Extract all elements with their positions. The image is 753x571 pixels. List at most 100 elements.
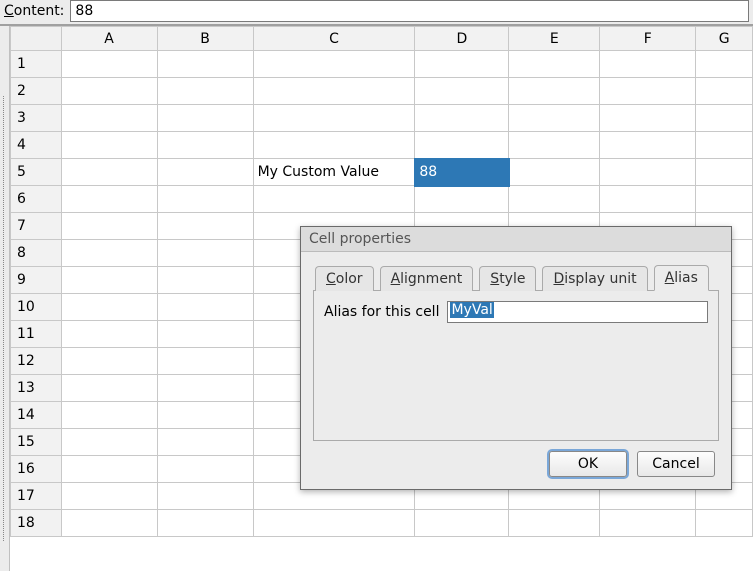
row-header[interactable]: 18 <box>11 510 62 537</box>
cell[interactable] <box>509 51 600 78</box>
cell[interactable] <box>415 78 509 105</box>
cell[interactable] <box>157 429 253 456</box>
cell[interactable] <box>61 186 157 213</box>
cell[interactable] <box>600 132 696 159</box>
cell[interactable] <box>61 132 157 159</box>
column-header[interactable]: C <box>253 27 415 51</box>
cell[interactable] <box>509 159 600 186</box>
cell[interactable] <box>600 159 696 186</box>
column-header[interactable]: B <box>157 27 253 51</box>
cell[interactable] <box>157 78 253 105</box>
row-header[interactable]: 2 <box>11 78 62 105</box>
cell[interactable] <box>157 267 253 294</box>
cell[interactable] <box>600 51 696 78</box>
cell[interactable] <box>696 510 753 537</box>
cell[interactable] <box>509 105 600 132</box>
cell[interactable]: My Custom Value <box>253 159 415 186</box>
cell[interactable] <box>157 321 253 348</box>
row-header[interactable]: 15 <box>11 429 62 456</box>
cell[interactable] <box>415 186 509 213</box>
row-header[interactable]: 10 <box>11 294 62 321</box>
cell[interactable] <box>696 105 753 132</box>
cell[interactable] <box>157 348 253 375</box>
row-header[interactable]: 17 <box>11 483 62 510</box>
cell[interactable] <box>157 510 253 537</box>
cell[interactable] <box>253 105 415 132</box>
row-header[interactable]: 16 <box>11 456 62 483</box>
row-header[interactable]: 14 <box>11 402 62 429</box>
cell[interactable] <box>157 294 253 321</box>
cell[interactable] <box>157 159 253 186</box>
cell[interactable] <box>61 51 157 78</box>
cell[interactable] <box>696 78 753 105</box>
row-header[interactable]: 12 <box>11 348 62 375</box>
tab-style[interactable]: Style <box>479 266 536 291</box>
column-header[interactable]: G <box>696 27 753 51</box>
cell[interactable]: 88 <box>415 159 509 186</box>
column-header[interactable]: F <box>600 27 696 51</box>
cell[interactable] <box>61 159 157 186</box>
cell[interactable] <box>509 78 600 105</box>
cell[interactable] <box>61 240 157 267</box>
cell[interactable] <box>157 132 253 159</box>
cell[interactable] <box>61 510 157 537</box>
cell[interactable] <box>61 321 157 348</box>
row-header[interactable]: 1 <box>11 51 62 78</box>
row-header[interactable]: 5 <box>11 159 62 186</box>
row-header[interactable]: 11 <box>11 321 62 348</box>
cell[interactable] <box>157 402 253 429</box>
ok-button[interactable]: OK <box>549 451 627 477</box>
row-header[interactable]: 7 <box>11 213 62 240</box>
tab-alias[interactable]: Alias <box>654 265 709 291</box>
cell[interactable] <box>509 132 600 159</box>
cell[interactable] <box>157 240 253 267</box>
cell[interactable] <box>61 213 157 240</box>
cell[interactable] <box>61 375 157 402</box>
cell[interactable] <box>509 186 600 213</box>
cell[interactable] <box>253 78 415 105</box>
cell[interactable] <box>157 213 253 240</box>
column-header[interactable]: D <box>415 27 509 51</box>
alias-input[interactable]: MyVal <box>447 301 708 323</box>
cell[interactable] <box>61 267 157 294</box>
cell[interactable] <box>157 456 253 483</box>
cell[interactable] <box>157 375 253 402</box>
cell[interactable] <box>600 186 696 213</box>
cell[interactable] <box>415 105 509 132</box>
cell[interactable] <box>157 105 253 132</box>
cell[interactable] <box>509 510 600 537</box>
row-header[interactable]: 9 <box>11 267 62 294</box>
row-header[interactable]: 3 <box>11 105 62 132</box>
cell[interactable] <box>61 78 157 105</box>
cell[interactable] <box>253 186 415 213</box>
tab-display[interactable]: Display unit <box>542 266 647 291</box>
cell[interactable] <box>253 51 415 78</box>
tab-color[interactable]: Color <box>315 266 374 291</box>
cell[interactable] <box>600 78 696 105</box>
cell[interactable] <box>415 132 509 159</box>
cell[interactable] <box>61 105 157 132</box>
cell[interactable] <box>253 132 415 159</box>
cell[interactable] <box>415 51 509 78</box>
cell[interactable] <box>600 105 696 132</box>
column-header[interactable]: A <box>61 27 157 51</box>
cell[interactable] <box>157 186 253 213</box>
cell[interactable] <box>696 132 753 159</box>
cell[interactable] <box>600 510 696 537</box>
cell[interactable] <box>696 51 753 78</box>
tab-align[interactable]: Alignment <box>380 266 474 291</box>
column-header[interactable]: E <box>509 27 600 51</box>
cell[interactable] <box>253 510 415 537</box>
row-header[interactable]: 8 <box>11 240 62 267</box>
cell[interactable] <box>696 186 753 213</box>
cell[interactable] <box>61 483 157 510</box>
cell[interactable] <box>61 456 157 483</box>
content-input[interactable] <box>70 0 749 22</box>
row-header[interactable]: 13 <box>11 375 62 402</box>
row-header[interactable]: 6 <box>11 186 62 213</box>
cell[interactable] <box>61 294 157 321</box>
cell[interactable] <box>157 51 253 78</box>
cell[interactable] <box>61 348 157 375</box>
cancel-button[interactable]: Cancel <box>637 451 715 477</box>
cell[interactable] <box>157 483 253 510</box>
